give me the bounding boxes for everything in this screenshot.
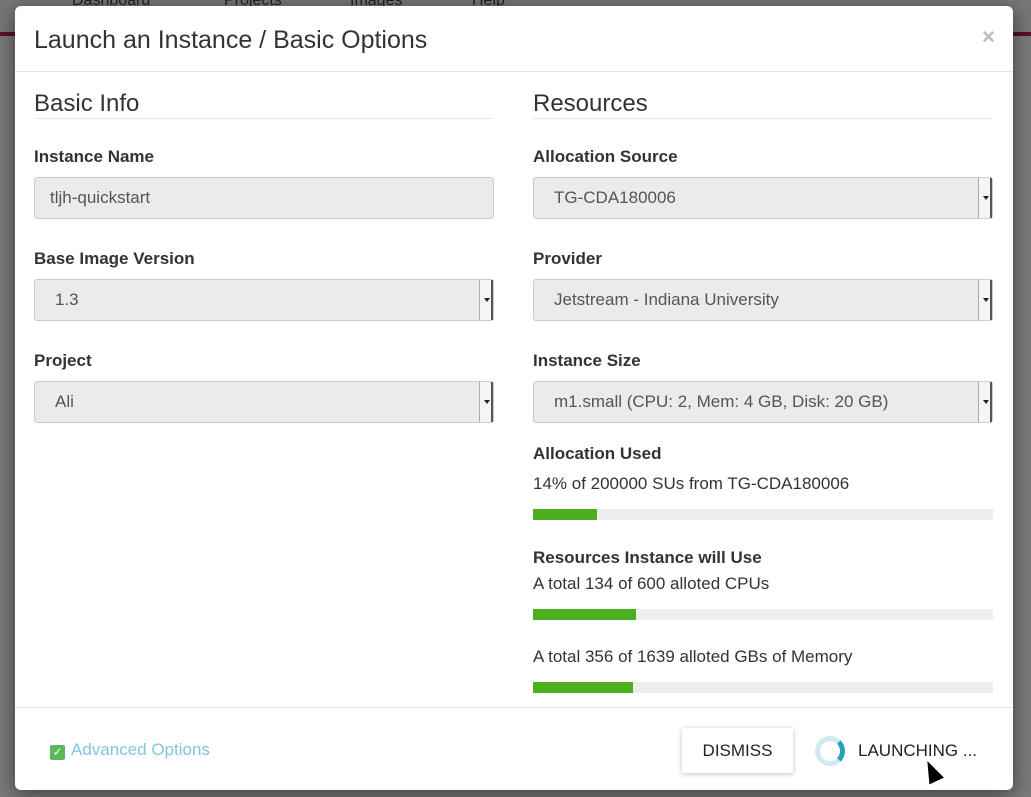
launching-label: LAUNCHING ...	[858, 741, 978, 760]
nav-dashboard: Dashboard	[72, 0, 151, 9]
cpus-fill	[533, 609, 636, 620]
instance-size-label: Instance Size	[533, 351, 641, 370]
basic-info-heading: Basic Info	[34, 90, 494, 119]
base-image-version-label: Base Image Version	[34, 249, 195, 268]
allocation-used-text: 14% of 200000 SUs from TG-CDA180006	[533, 474, 850, 493]
modal-header: Launch an Instance / Basic Options ×	[15, 6, 1013, 72]
allocation-source-label: Allocation Source	[533, 147, 678, 166]
cpus-text: A total 134 of 600 alloted CPUs	[533, 574, 770, 593]
instance-name-label: Instance Name	[34, 147, 154, 166]
allocation-used-label: Allocation Used	[533, 444, 662, 463]
advanced-options-label: Advanced Options	[71, 740, 210, 759]
dropdown-arrow-icon[interactable]	[479, 280, 493, 320]
provider-value: Jetstream - Indiana University	[554, 290, 779, 309]
dismiss-button[interactable]: DISMISS	[682, 728, 793, 773]
memory-text: A total 356 of 1639 alloted GBs of Memor…	[533, 647, 853, 666]
project-value: Ali	[55, 392, 74, 411]
provider-select[interactable]: Jetstream - Indiana University	[533, 279, 993, 321]
base-image-version-value: 1.3	[55, 290, 79, 309]
close-icon[interactable]: ×	[982, 24, 995, 49]
project-label: Project	[34, 351, 92, 370]
allocation-source-select[interactable]: TG-CDA180006	[533, 177, 993, 219]
nav-images: Images	[350, 0, 403, 9]
checkbox-checked-icon[interactable]: ✓	[50, 745, 65, 760]
provider-label: Provider	[533, 249, 602, 268]
launch-instance-modal: Launch an Instance / Basic Options × Bas…	[15, 6, 1013, 790]
dropdown-arrow-icon[interactable]	[978, 382, 992, 422]
dropdown-arrow-icon[interactable]	[479, 382, 493, 422]
allocation-used-bar	[533, 509, 993, 520]
instance-size-value: m1.small (CPU: 2, Mem: 4 GB, Disk: 20 GB…	[554, 392, 889, 411]
instance-size-select[interactable]: m1.small (CPU: 2, Mem: 4 GB, Disk: 20 GB…	[533, 381, 993, 423]
memory-fill	[533, 682, 633, 693]
allocation-source-value: TG-CDA180006	[554, 188, 676, 207]
instance-will-use-label: Resources Instance will Use	[533, 548, 762, 567]
modal-title: Launch an Instance / Basic Options	[34, 26, 428, 54]
resources-heading: Resources	[533, 90, 993, 119]
launching-button[interactable]: LAUNCHING ...	[815, 732, 977, 770]
project-select[interactable]: Ali	[34, 381, 494, 423]
dropdown-arrow-icon[interactable]	[978, 178, 992, 218]
instance-name-input[interactable]: tljh-quickstart	[34, 177, 494, 219]
nav-projects: Projects	[224, 0, 282, 9]
memory-bar	[533, 682, 993, 693]
resources-section: Resources Allocation Source TG-CDA180006…	[533, 90, 993, 693]
base-image-version-select[interactable]: 1.3	[34, 279, 494, 321]
basic-info-section: Basic Info Instance Name tljh-quickstart…	[34, 90, 494, 453]
dropdown-arrow-icon[interactable]	[978, 280, 992, 320]
nav-help: Help	[472, 0, 505, 9]
cpus-bar	[533, 609, 993, 620]
allocation-used-fill	[533, 509, 598, 520]
modal-footer: ✓ Advanced Options DISMISS LAUNCHING ...	[15, 707, 1013, 790]
advanced-options-link[interactable]: ✓ Advanced Options	[50, 740, 210, 760]
spinner-icon	[815, 736, 845, 766]
